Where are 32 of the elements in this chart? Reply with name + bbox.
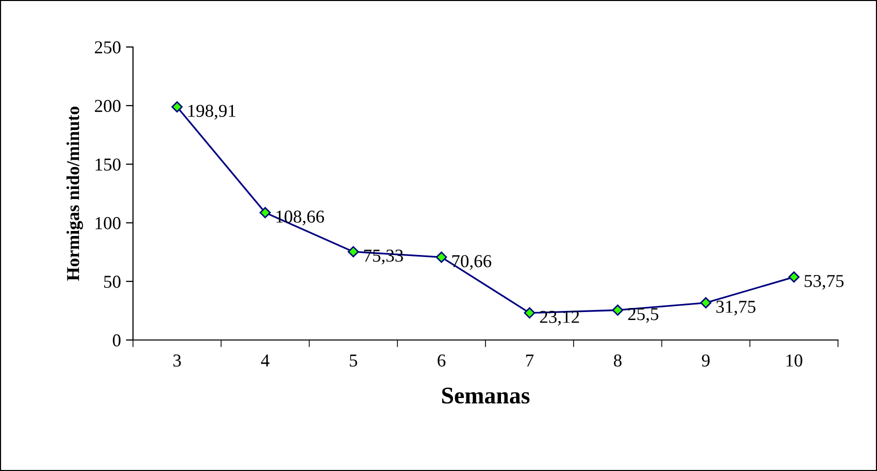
x-tick-label: 10: [786, 354, 802, 367]
x-tick-label: 7: [526, 354, 534, 366]
x-tick-label: 4: [261, 354, 270, 366]
y-tick-label: 250: [94, 41, 121, 54]
data-label: 25,5: [628, 308, 658, 323]
point: [524, 307, 536, 319]
data-label: 108,66: [276, 210, 324, 226]
x-tick-label: 3: [173, 354, 181, 367]
point: [436, 252, 448, 263]
x-tick-label: 5: [350, 354, 358, 367]
x-tick-label: 9: [702, 354, 710, 367]
y-tick-label: 150: [96, 158, 121, 171]
point: [612, 304, 624, 316]
y-tick-label: 50: [104, 276, 121, 288]
data-label: 31,75: [716, 300, 756, 316]
data-label: 70,66: [452, 255, 492, 270]
x-axis-title: Semanas: [442, 388, 530, 404]
data-label: 53,75: [804, 274, 844, 290]
x-tick-label: 6: [438, 354, 446, 367]
y-axis-title: Hormigas nido/minuto: [66, 106, 83, 281]
point: [260, 207, 271, 218]
data-label: 198,91: [188, 104, 236, 120]
data-label: 23,12: [540, 310, 579, 326]
point: [788, 271, 800, 283]
point: [700, 297, 712, 308]
x-tick-label: 8: [614, 354, 622, 367]
data-label: 75,33: [364, 250, 403, 264]
point: [171, 101, 183, 112]
y-tick-label: 100: [96, 217, 121, 230]
y-tick-label: 200: [94, 100, 121, 112]
point: [348, 246, 359, 258]
y-tick-label: 0: [112, 334, 121, 346]
